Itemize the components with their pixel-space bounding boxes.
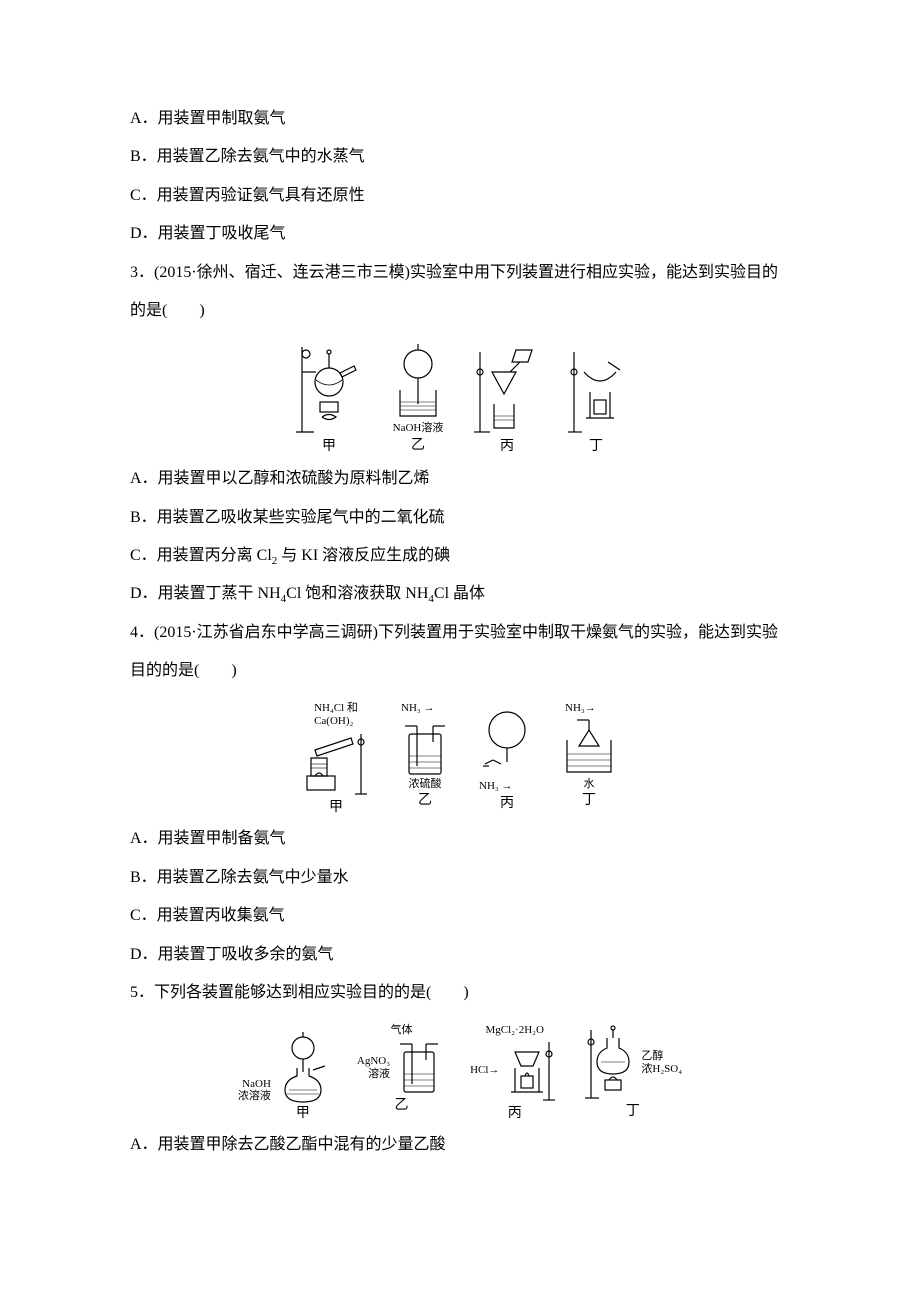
inverted-funnel-icon [559, 716, 619, 778]
q5-fig-b-cap: 乙 [394, 1098, 408, 1115]
q5-fig-d-cap: 丁 [626, 1104, 640, 1121]
evaporation-icon [566, 342, 626, 437]
q3-d-pre: D．用装置丁蒸干 NH [130, 585, 281, 602]
q4-fig-d: NH₃→ 水 丁 [559, 702, 619, 816]
heated-flask-icon [583, 1024, 639, 1102]
q4-fig-a-cap: 甲 [329, 800, 343, 817]
q3-fig-c-cap: 丙 [500, 439, 514, 456]
q2-opt-c: C．用装置丙验证氨气具有还原性 [130, 177, 790, 215]
q4-a-top2: Ca(OH)₂ [314, 715, 353, 727]
collection-flask-icon [479, 702, 535, 780]
crucible-heat-icon [501, 1038, 559, 1104]
q4-fig-d-cap: 丁 [582, 793, 596, 810]
q3-opt-b: B．用装置乙吸收某些实验尾气中的二氧化硫 [130, 499, 790, 537]
q3-opt-d: D．用装置丁蒸干 NH4Cl 饱和溶液获取 NH4Cl 晶体 [130, 575, 790, 613]
q4-opt-a: A．用装置甲制备氨气 [130, 820, 790, 858]
distillation-icon [294, 342, 364, 437]
q3-d-mid: Cl 饱和溶液获取 NH [286, 585, 428, 602]
q5-fig-a: NaOH 浓溶液 甲 [238, 1024, 333, 1122]
q2-opt-a: A．用装置甲制取氨气 [130, 100, 790, 138]
absorber-icon [388, 342, 448, 422]
q2-opt-d: D．用装置丁吸收尾气 [130, 215, 790, 253]
q5-fig-a-cap: 甲 [296, 1106, 310, 1123]
q3-fig-b-cap: 乙 [411, 438, 425, 455]
q5-fig-b: 气体 AgNO₃ 溶液 乙 [357, 1024, 446, 1122]
q4-c-bot: NH₃ [479, 780, 499, 792]
q5-fig-c-cap: 丙 [508, 1106, 522, 1123]
q5-fig-d: 乙醇 浓H₂SO₄ 丁 [583, 1024, 682, 1122]
q3-fig-c: 丙 [472, 342, 542, 456]
gas-jar-icon [392, 1038, 446, 1096]
q4-fig-c-cap: 丙 [500, 796, 514, 813]
q5-a-l2: 浓溶液 [238, 1090, 271, 1102]
q4-b-mid: 浓硫酸 [409, 778, 442, 791]
q4-fig-c: NH₃ → 丙 [479, 702, 535, 816]
sep-funnel-flask-icon [273, 1030, 333, 1104]
q5-c-top: MgCl₂·2H₂O [486, 1024, 544, 1036]
q3-fig-d-cap: 丁 [589, 439, 603, 456]
q5-d-r1: 乙醇 [641, 1050, 663, 1062]
q4-a-top1: NH₄Cl 和 [314, 702, 358, 714]
filtration-icon [472, 342, 542, 437]
q5-fig-c: MgCl₂·2H₂O HCl→ 丙 [470, 1024, 559, 1122]
q4-opt-b: B．用装置乙除去氨气中少量水 [130, 859, 790, 897]
q4-opt-d: D．用装置丁吸收多余的氨气 [130, 936, 790, 974]
q3-fig-a: 甲 [294, 342, 364, 456]
q3-opt-c: C．用装置丙分离 Cl2 与 KI 溶液反应生成的碘 [130, 537, 790, 575]
q4-figures: NH₄Cl 和 Ca(OH)₂ 甲 NH₃ → [130, 702, 790, 816]
q3-fig-b: NaOH溶液 乙 [388, 342, 448, 456]
q3-fig-a-cap: 甲 [322, 439, 336, 456]
q4-d-mid: 水 [584, 778, 595, 791]
q3-stem: 3．(2015·徐州、宿迁、连云港三市三模)实验室中用下列装置进行相应实验，能达… [130, 254, 790, 331]
q3-c-post: 与 KI 溶液反应生成的碘 [277, 547, 450, 564]
q3-fig-d: 丁 [566, 342, 626, 456]
q5-b-top: 气体 [390, 1024, 412, 1036]
q4-opt-c: C．用装置丙收集氨气 [130, 897, 790, 935]
q5-stem: 5．下列各装置能够达到相应实验目的的是( ) [130, 974, 790, 1012]
heating-tube-icon [301, 728, 371, 798]
q5-opt-a: A．用装置甲除去乙酸乙酯中混有的少量乙酸 [130, 1126, 790, 1164]
q4-d-top: NH₃ [565, 702, 585, 714]
q4-b-top: NH₃ [401, 702, 421, 714]
q2-opt-b: B．用装置乙除去氨气中的水蒸气 [130, 138, 790, 176]
q4-fig-b-cap: 乙 [418, 793, 432, 810]
wash-bottle-icon [395, 716, 455, 778]
q3-c-pre: C．用装置丙分离 Cl [130, 547, 272, 564]
q4-stem: 4．(2015·江苏省启东中学高三调研)下列装置用于实验室中制取干燥氨气的实验，… [130, 614, 790, 691]
q5-a-l1: NaOH [242, 1078, 271, 1090]
q3-opt-a: A．用装置甲以乙醇和浓硫酸为原料制乙烯 [130, 460, 790, 498]
q5-b-l2: 溶液 [368, 1068, 390, 1080]
q3-fig-b-mid: NaOH溶液 [393, 422, 444, 435]
q5-d-r2: 浓H₂SO₄ [641, 1063, 682, 1075]
q5-b-l1: AgNO₃ [357, 1055, 390, 1067]
q3-d-post: Cl 晶体 [434, 585, 485, 602]
q4-fig-b: NH₃ → 浓硫酸 乙 [395, 702, 455, 816]
q4-fig-a: NH₄Cl 和 Ca(OH)₂ 甲 [301, 702, 371, 816]
q5-c-left: HCl [470, 1064, 488, 1076]
q5-figures: NaOH 浓溶液 甲 气体 AgNO₃ 溶液 [130, 1024, 790, 1122]
q3-figures: 甲 NaOH溶液 乙 [130, 342, 790, 456]
